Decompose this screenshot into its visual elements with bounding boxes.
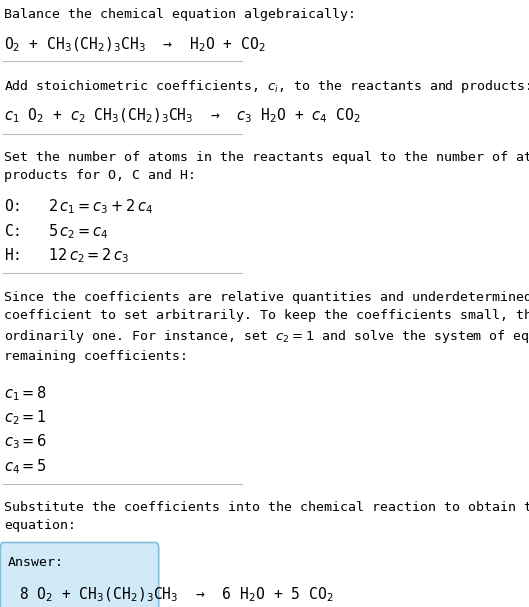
Text: $c_4 = 5$: $c_4 = 5$ xyxy=(4,457,48,475)
Text: $c_1 = 8$: $c_1 = 8$ xyxy=(4,384,48,403)
Text: C:   $5\,c_2 = c_4$: C: $5\,c_2 = c_4$ xyxy=(4,222,109,240)
Text: Set the number of atoms in the reactants equal to the number of atoms in the
pro: Set the number of atoms in the reactants… xyxy=(4,151,529,182)
Text: $c_3 = 6$: $c_3 = 6$ xyxy=(4,433,48,452)
Text: O:   $2\,c_1 = c_3 + 2\,c_4$: O: $2\,c_1 = c_3 + 2\,c_4$ xyxy=(4,198,154,216)
Text: Answer:: Answer: xyxy=(8,555,64,569)
FancyBboxPatch shape xyxy=(1,543,159,607)
Text: O$_2$ + CH$_3$(CH$_2$)$_3$CH$_3$  →  H$_2$O + CO$_2$: O$_2$ + CH$_3$(CH$_2$)$_3$CH$_3$ → H$_2$… xyxy=(4,36,266,54)
Text: Add stoichiometric coefficients, $c_i$, to the reactants and products:: Add stoichiometric coefficients, $c_i$, … xyxy=(4,78,529,95)
Text: H:   $12\,c_2 = 2\,c_3$: H: $12\,c_2 = 2\,c_3$ xyxy=(4,246,130,265)
Text: Substitute the coefficients into the chemical reaction to obtain the balanced
eq: Substitute the coefficients into the che… xyxy=(4,501,529,532)
Text: Since the coefficients are relative quantities and underdetermined, choose a
coe: Since the coefficients are relative quan… xyxy=(4,291,529,363)
Text: $c_2 = 1$: $c_2 = 1$ xyxy=(4,409,47,427)
Text: $c_1$ O$_2$ + $c_2$ CH$_3$(CH$_2$)$_3$CH$_3$  →  $c_3$ H$_2$O + $c_4$ CO$_2$: $c_1$ O$_2$ + $c_2$ CH$_3$(CH$_2$)$_3$CH… xyxy=(4,106,361,124)
Text: 8 O$_2$ + CH$_3$(CH$_2$)$_3$CH$_3$  →  6 H$_2$O + 5 CO$_2$: 8 O$_2$ + CH$_3$(CH$_2$)$_3$CH$_3$ → 6 H… xyxy=(19,586,334,605)
Text: Balance the chemical equation algebraically:: Balance the chemical equation algebraica… xyxy=(4,8,357,21)
